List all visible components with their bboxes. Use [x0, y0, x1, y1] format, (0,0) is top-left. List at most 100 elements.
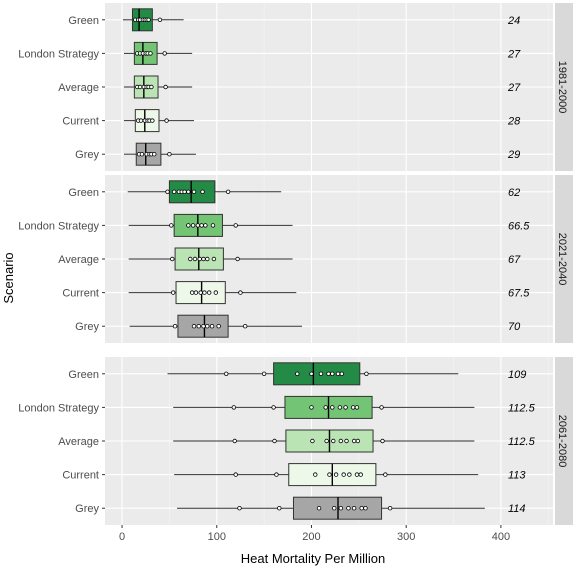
data-point — [202, 290, 207, 295]
data-point — [164, 118, 169, 123]
value-label: 67.5 — [508, 288, 530, 300]
data-point — [309, 371, 314, 376]
boxplot-average: Average 67 — [58, 247, 521, 271]
data-point — [170, 290, 176, 295]
data-point — [238, 290, 243, 295]
facet-panels: 1981-2000 Green 24 London Strategy 27 Average… — [18, 3, 573, 525]
y-tick-label: Grey — [75, 149, 99, 161]
data-point — [209, 324, 215, 329]
data-point — [137, 84, 143, 90]
data-point — [355, 438, 361, 444]
data-point — [191, 189, 197, 194]
data-point — [163, 84, 168, 90]
boxplot-london-strategy: London Strategy 112.5 — [18, 395, 536, 419]
data-point — [272, 438, 277, 444]
value-label: 62 — [508, 187, 520, 199]
data-point — [354, 472, 360, 477]
y-tick-label: Green — [68, 369, 99, 381]
y-axis-title: Scenario — [1, 252, 16, 303]
data-point — [186, 189, 191, 194]
data-point — [327, 472, 332, 477]
boxplot-green: Green 62 — [68, 180, 520, 204]
data-point — [148, 51, 153, 56]
x-axis: 0 100 200 300 400 — [119, 525, 510, 543]
data-point — [332, 506, 337, 511]
y-tick-label: London Strategy — [18, 220, 99, 232]
boxplot-london-strategy: London Strategy 27 — [18, 41, 521, 65]
y-tick-label: Current — [62, 288, 99, 300]
data-point — [274, 472, 279, 477]
boxplot-current: Current 113 — [62, 463, 526, 487]
data-point — [210, 223, 216, 228]
data-point — [323, 405, 328, 410]
value-label: 24 — [507, 15, 520, 27]
y-tick-label: Average — [58, 254, 99, 266]
data-point — [330, 405, 335, 410]
facet-strip — [555, 3, 573, 171]
data-point — [326, 371, 331, 376]
data-point — [358, 472, 363, 477]
data-point — [261, 371, 267, 376]
facet-strip-label: 2061-2080 — [556, 415, 568, 468]
data-point — [205, 324, 210, 329]
data-point — [363, 506, 368, 511]
data-point — [242, 324, 248, 329]
data-point — [351, 506, 357, 511]
data-point — [199, 223, 204, 228]
data-point — [150, 118, 155, 123]
facet-panel: 2061-2080 Green 109 London Strategy 112.5 Ave… — [18, 357, 573, 525]
data-point — [192, 256, 198, 262]
y-tick-label: Average — [58, 436, 99, 448]
data-point — [213, 290, 219, 295]
data-point — [138, 118, 144, 123]
data-point — [186, 223, 191, 228]
boxplot-london-strategy: London Strategy 66.5 — [18, 213, 530, 237]
x-tick-label: 400 — [492, 531, 510, 543]
data-point — [359, 506, 364, 511]
data-point — [364, 371, 369, 376]
y-tick-label: Grey — [75, 503, 99, 515]
data-point — [167, 151, 172, 157]
data-point — [235, 256, 240, 262]
data-point — [189, 290, 195, 295]
value-label: 67 — [508, 254, 521, 266]
data-point — [350, 405, 356, 410]
data-point — [203, 223, 208, 228]
data-point — [330, 371, 335, 376]
data-point — [380, 438, 385, 444]
boxplot-green: Green 109 — [68, 362, 526, 386]
data-point — [157, 17, 163, 22]
data-point — [309, 405, 314, 410]
value-label: 27 — [507, 48, 521, 60]
value-label: 109 — [508, 369, 526, 381]
data-point — [277, 506, 282, 511]
data-point — [383, 472, 388, 477]
data-point — [333, 472, 339, 477]
data-point — [237, 506, 242, 511]
facet-strip-label: 1981-2000 — [556, 61, 568, 114]
data-point — [162, 51, 167, 56]
data-point — [232, 438, 237, 444]
data-point — [233, 472, 238, 477]
y-tick-label: Average — [58, 82, 99, 94]
data-point — [197, 256, 202, 262]
facet-strip — [555, 175, 573, 343]
y-tick-label: London Strategy — [18, 48, 99, 60]
data-point — [335, 371, 341, 376]
data-point — [225, 189, 231, 194]
data-point — [324, 438, 329, 444]
data-point — [139, 151, 145, 157]
value-label: 113 — [508, 470, 526, 482]
data-point — [339, 371, 344, 376]
y-tick-label: Green — [68, 15, 99, 27]
x-tick-label: 300 — [397, 531, 415, 543]
data-point — [169, 223, 174, 228]
x-tick-label: 200 — [302, 531, 320, 543]
data-point — [216, 324, 221, 329]
data-point — [313, 472, 318, 477]
data-point — [188, 256, 193, 262]
value-label: 112.5 — [508, 436, 536, 448]
data-point — [196, 324, 201, 329]
y-tick-label: Current — [62, 116, 99, 128]
